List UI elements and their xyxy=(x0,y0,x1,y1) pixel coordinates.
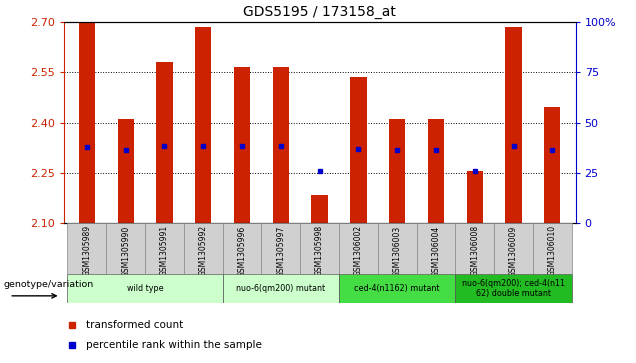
Text: GSM1305989: GSM1305989 xyxy=(83,225,92,276)
Bar xyxy=(494,223,533,274)
Bar xyxy=(156,62,172,223)
Title: GDS5195 / 173158_at: GDS5195 / 173158_at xyxy=(243,5,396,19)
Text: GSM1306003: GSM1306003 xyxy=(392,225,402,277)
Bar xyxy=(261,223,300,274)
Bar xyxy=(145,223,184,274)
Bar xyxy=(506,27,522,223)
Bar xyxy=(184,223,223,274)
Text: GSM1305991: GSM1305991 xyxy=(160,225,169,276)
Text: GSM1305992: GSM1305992 xyxy=(198,225,208,276)
Bar xyxy=(339,223,378,274)
Text: nuo-6(qm200) mutant: nuo-6(qm200) mutant xyxy=(236,284,326,293)
Text: GSM1306009: GSM1306009 xyxy=(509,225,518,277)
Text: GSM1306004: GSM1306004 xyxy=(431,225,441,277)
Bar xyxy=(79,22,95,223)
Text: nuo-6(qm200); ced-4(n11
62) double mutant: nuo-6(qm200); ced-4(n11 62) double mutan… xyxy=(462,279,565,298)
Bar xyxy=(195,27,211,223)
Bar xyxy=(467,171,483,223)
Bar xyxy=(67,223,106,274)
Bar xyxy=(118,119,134,223)
Bar xyxy=(389,119,405,223)
Bar xyxy=(223,223,261,274)
Bar xyxy=(300,223,339,274)
Text: GSM1305998: GSM1305998 xyxy=(315,225,324,276)
Text: GSM1305997: GSM1305997 xyxy=(276,225,286,277)
Bar xyxy=(223,274,339,303)
Bar xyxy=(544,107,560,223)
Text: percentile rank within the sample: percentile rank within the sample xyxy=(86,340,262,350)
Bar xyxy=(455,223,494,274)
Bar xyxy=(417,223,455,274)
Text: GSM1305990: GSM1305990 xyxy=(121,225,130,277)
Text: wild type: wild type xyxy=(127,284,163,293)
Bar xyxy=(67,274,223,303)
Text: ced-4(n1162) mutant: ced-4(n1162) mutant xyxy=(354,284,440,293)
Text: transformed count: transformed count xyxy=(86,321,184,330)
Bar xyxy=(339,274,455,303)
Bar xyxy=(234,67,250,223)
Text: genotype/variation: genotype/variation xyxy=(3,281,93,289)
Bar xyxy=(312,195,328,223)
Text: GSM1306010: GSM1306010 xyxy=(548,225,556,276)
Bar xyxy=(273,67,289,223)
Bar xyxy=(533,223,572,274)
Text: GSM1305996: GSM1305996 xyxy=(237,225,247,277)
Bar xyxy=(455,274,572,303)
Bar xyxy=(350,77,366,223)
Bar xyxy=(106,223,145,274)
Bar xyxy=(378,223,417,274)
Text: GSM1306008: GSM1306008 xyxy=(470,225,480,276)
Bar xyxy=(428,119,444,223)
Text: GSM1306002: GSM1306002 xyxy=(354,225,363,276)
